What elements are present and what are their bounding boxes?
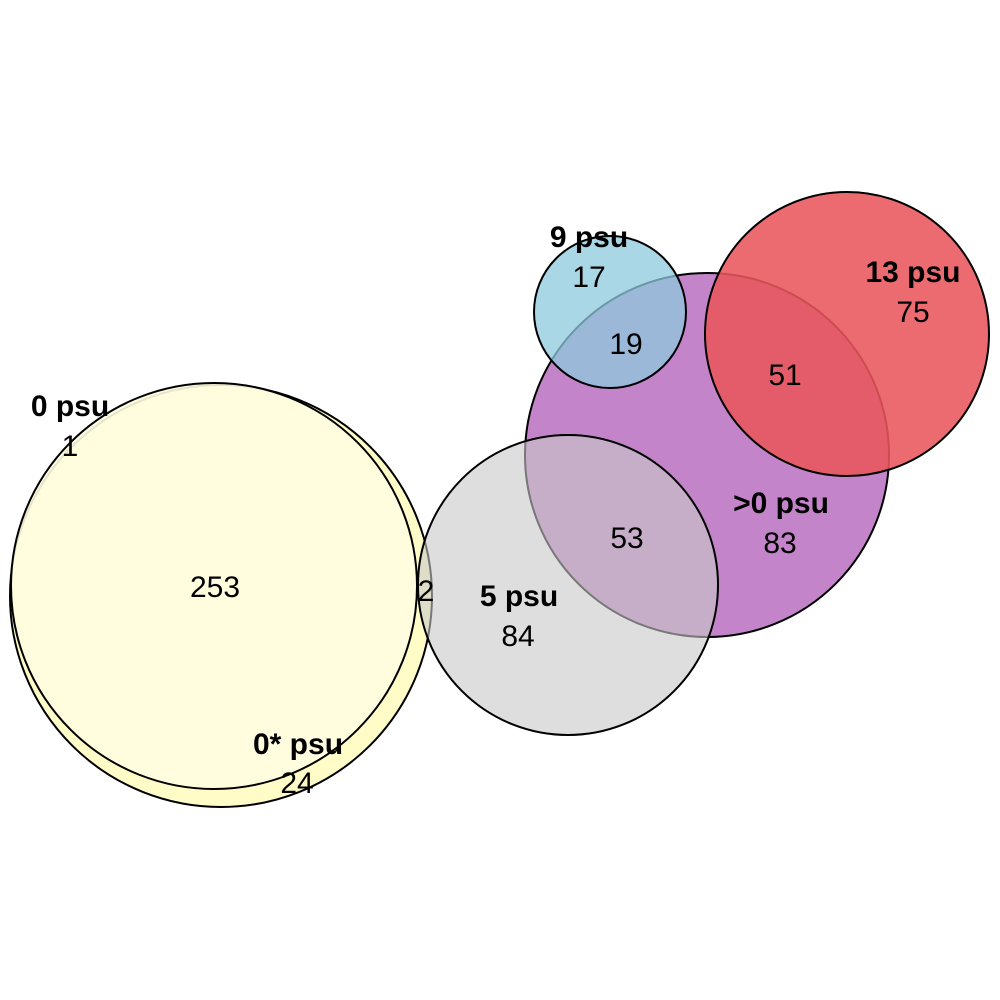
set-circle-13-psu xyxy=(704,191,990,477)
set-circle-5-psu xyxy=(417,434,719,736)
set-label-9-psu: 9 psu xyxy=(550,221,628,254)
set-label-gt0-psu: >0 psu xyxy=(733,487,829,520)
count-0-0star-5: 2 xyxy=(418,575,435,608)
count-gt0-only: 83 xyxy=(763,527,796,560)
set-label-0-psu: 0 psu xyxy=(31,390,109,423)
count-0star-only: 24 xyxy=(280,767,313,800)
set-label-5-psu: 5 psu xyxy=(480,580,558,613)
count-5-and-gt0: 53 xyxy=(610,522,643,555)
set-circle-0-psu xyxy=(10,382,418,790)
set-label-13-psu: 13 psu xyxy=(865,256,960,289)
count-13-and-gt0: 51 xyxy=(768,359,801,392)
set-label-0star-psu: 0* psu xyxy=(253,728,343,761)
count-0-psu-only: 1 xyxy=(62,430,79,463)
set-circle-9-psu xyxy=(533,235,687,389)
count-9-psu-only: 17 xyxy=(572,261,605,294)
count-5-psu-only: 84 xyxy=(501,620,534,653)
count-0-and-0star: 253 xyxy=(190,571,240,604)
count-9-and-gt0: 19 xyxy=(609,328,642,361)
count-13-psu-only: 75 xyxy=(896,296,929,329)
